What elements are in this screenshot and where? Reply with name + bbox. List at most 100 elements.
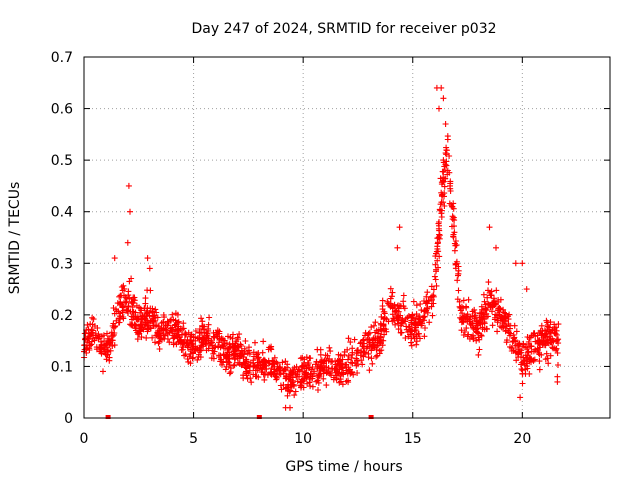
data-point [494, 319, 501, 326]
data-point [360, 353, 367, 360]
data-point [411, 327, 418, 334]
data-point [116, 293, 123, 300]
data-point [452, 265, 459, 272]
data-point [230, 362, 237, 369]
data-point [187, 337, 194, 344]
data-point [555, 362, 561, 368]
data-point [389, 289, 396, 296]
data-point [418, 307, 425, 314]
data-point [342, 362, 349, 368]
data-point [334, 365, 341, 372]
data-point [128, 322, 135, 329]
data-point [125, 288, 132, 295]
data-point [389, 304, 396, 311]
data-point [107, 347, 114, 354]
data-point [323, 357, 329, 364]
data-point [128, 313, 135, 320]
data-point [170, 316, 177, 323]
data-point [149, 334, 156, 341]
data-point [227, 369, 234, 376]
data-point [417, 301, 424, 307]
data-point [458, 303, 465, 310]
data-point [179, 344, 186, 350]
data-point [511, 322, 518, 329]
data-point [438, 207, 445, 214]
data-point [196, 329, 203, 336]
data-point [297, 355, 304, 362]
data-point [510, 332, 517, 338]
data-point [301, 365, 308, 372]
data-point [390, 315, 397, 322]
data-point [410, 298, 417, 305]
data-point [378, 313, 385, 320]
data-point [522, 362, 528, 369]
data-point [547, 319, 554, 326]
data-point [98, 350, 105, 357]
data-point [435, 248, 442, 255]
data-point [140, 313, 147, 320]
data-point [405, 324, 412, 331]
data-point [547, 352, 554, 359]
data-point [205, 345, 212, 352]
data-point [493, 287, 500, 294]
data-point [377, 333, 384, 340]
data-point [142, 300, 149, 307]
data-point [166, 329, 173, 336]
data-point [477, 317, 484, 324]
data-point [263, 366, 270, 373]
data-point [476, 336, 483, 343]
data-point [121, 299, 127, 306]
data-point [413, 331, 420, 338]
data-point [216, 335, 223, 342]
data-point [198, 315, 205, 322]
data-point [340, 371, 347, 378]
data-point [379, 303, 386, 309]
data-point [371, 322, 377, 329]
data-point [502, 328, 509, 335]
data-point [434, 243, 441, 250]
data-point [273, 376, 280, 383]
data-point [449, 216, 456, 223]
x-tick-label: 10 [294, 431, 312, 447]
data-point [378, 328, 385, 335]
data-points [81, 84, 562, 411]
x-tick-label: 15 [404, 431, 422, 447]
data-point [85, 336, 91, 343]
data-point [132, 324, 139, 331]
data-point [302, 362, 309, 368]
data-point [287, 404, 293, 411]
data-point [182, 330, 189, 337]
data-point [377, 320, 384, 327]
y-tick-label: 0.6 [51, 102, 73, 118]
data-point [143, 307, 150, 314]
data-point [151, 313, 158, 319]
data-point [408, 339, 414, 346]
data-point [373, 353, 380, 360]
data-point [385, 300, 392, 307]
axis-ticks [83, 56, 610, 419]
data-point [325, 365, 332, 371]
data-point [192, 328, 199, 334]
data-point [182, 351, 189, 358]
data-point [554, 350, 561, 356]
data-point [443, 147, 450, 153]
data-point [518, 359, 525, 366]
data-point [317, 358, 324, 365]
data-point [398, 329, 405, 336]
data-point [442, 121, 449, 127]
data-point [524, 357, 531, 364]
data-point [231, 361, 238, 368]
data-point [453, 258, 460, 265]
data-point [292, 370, 299, 377]
data-point [331, 374, 338, 381]
data-point [136, 304, 143, 311]
data-point [307, 370, 314, 377]
data-point [454, 296, 461, 303]
data-point [416, 313, 423, 320]
data-point [431, 273, 438, 280]
data-point [436, 235, 443, 242]
data-point [317, 346, 324, 353]
data-point [398, 320, 405, 327]
x-axis-tick-labels: 0 5 10 15 20 [80, 431, 532, 447]
data-point [495, 305, 501, 312]
